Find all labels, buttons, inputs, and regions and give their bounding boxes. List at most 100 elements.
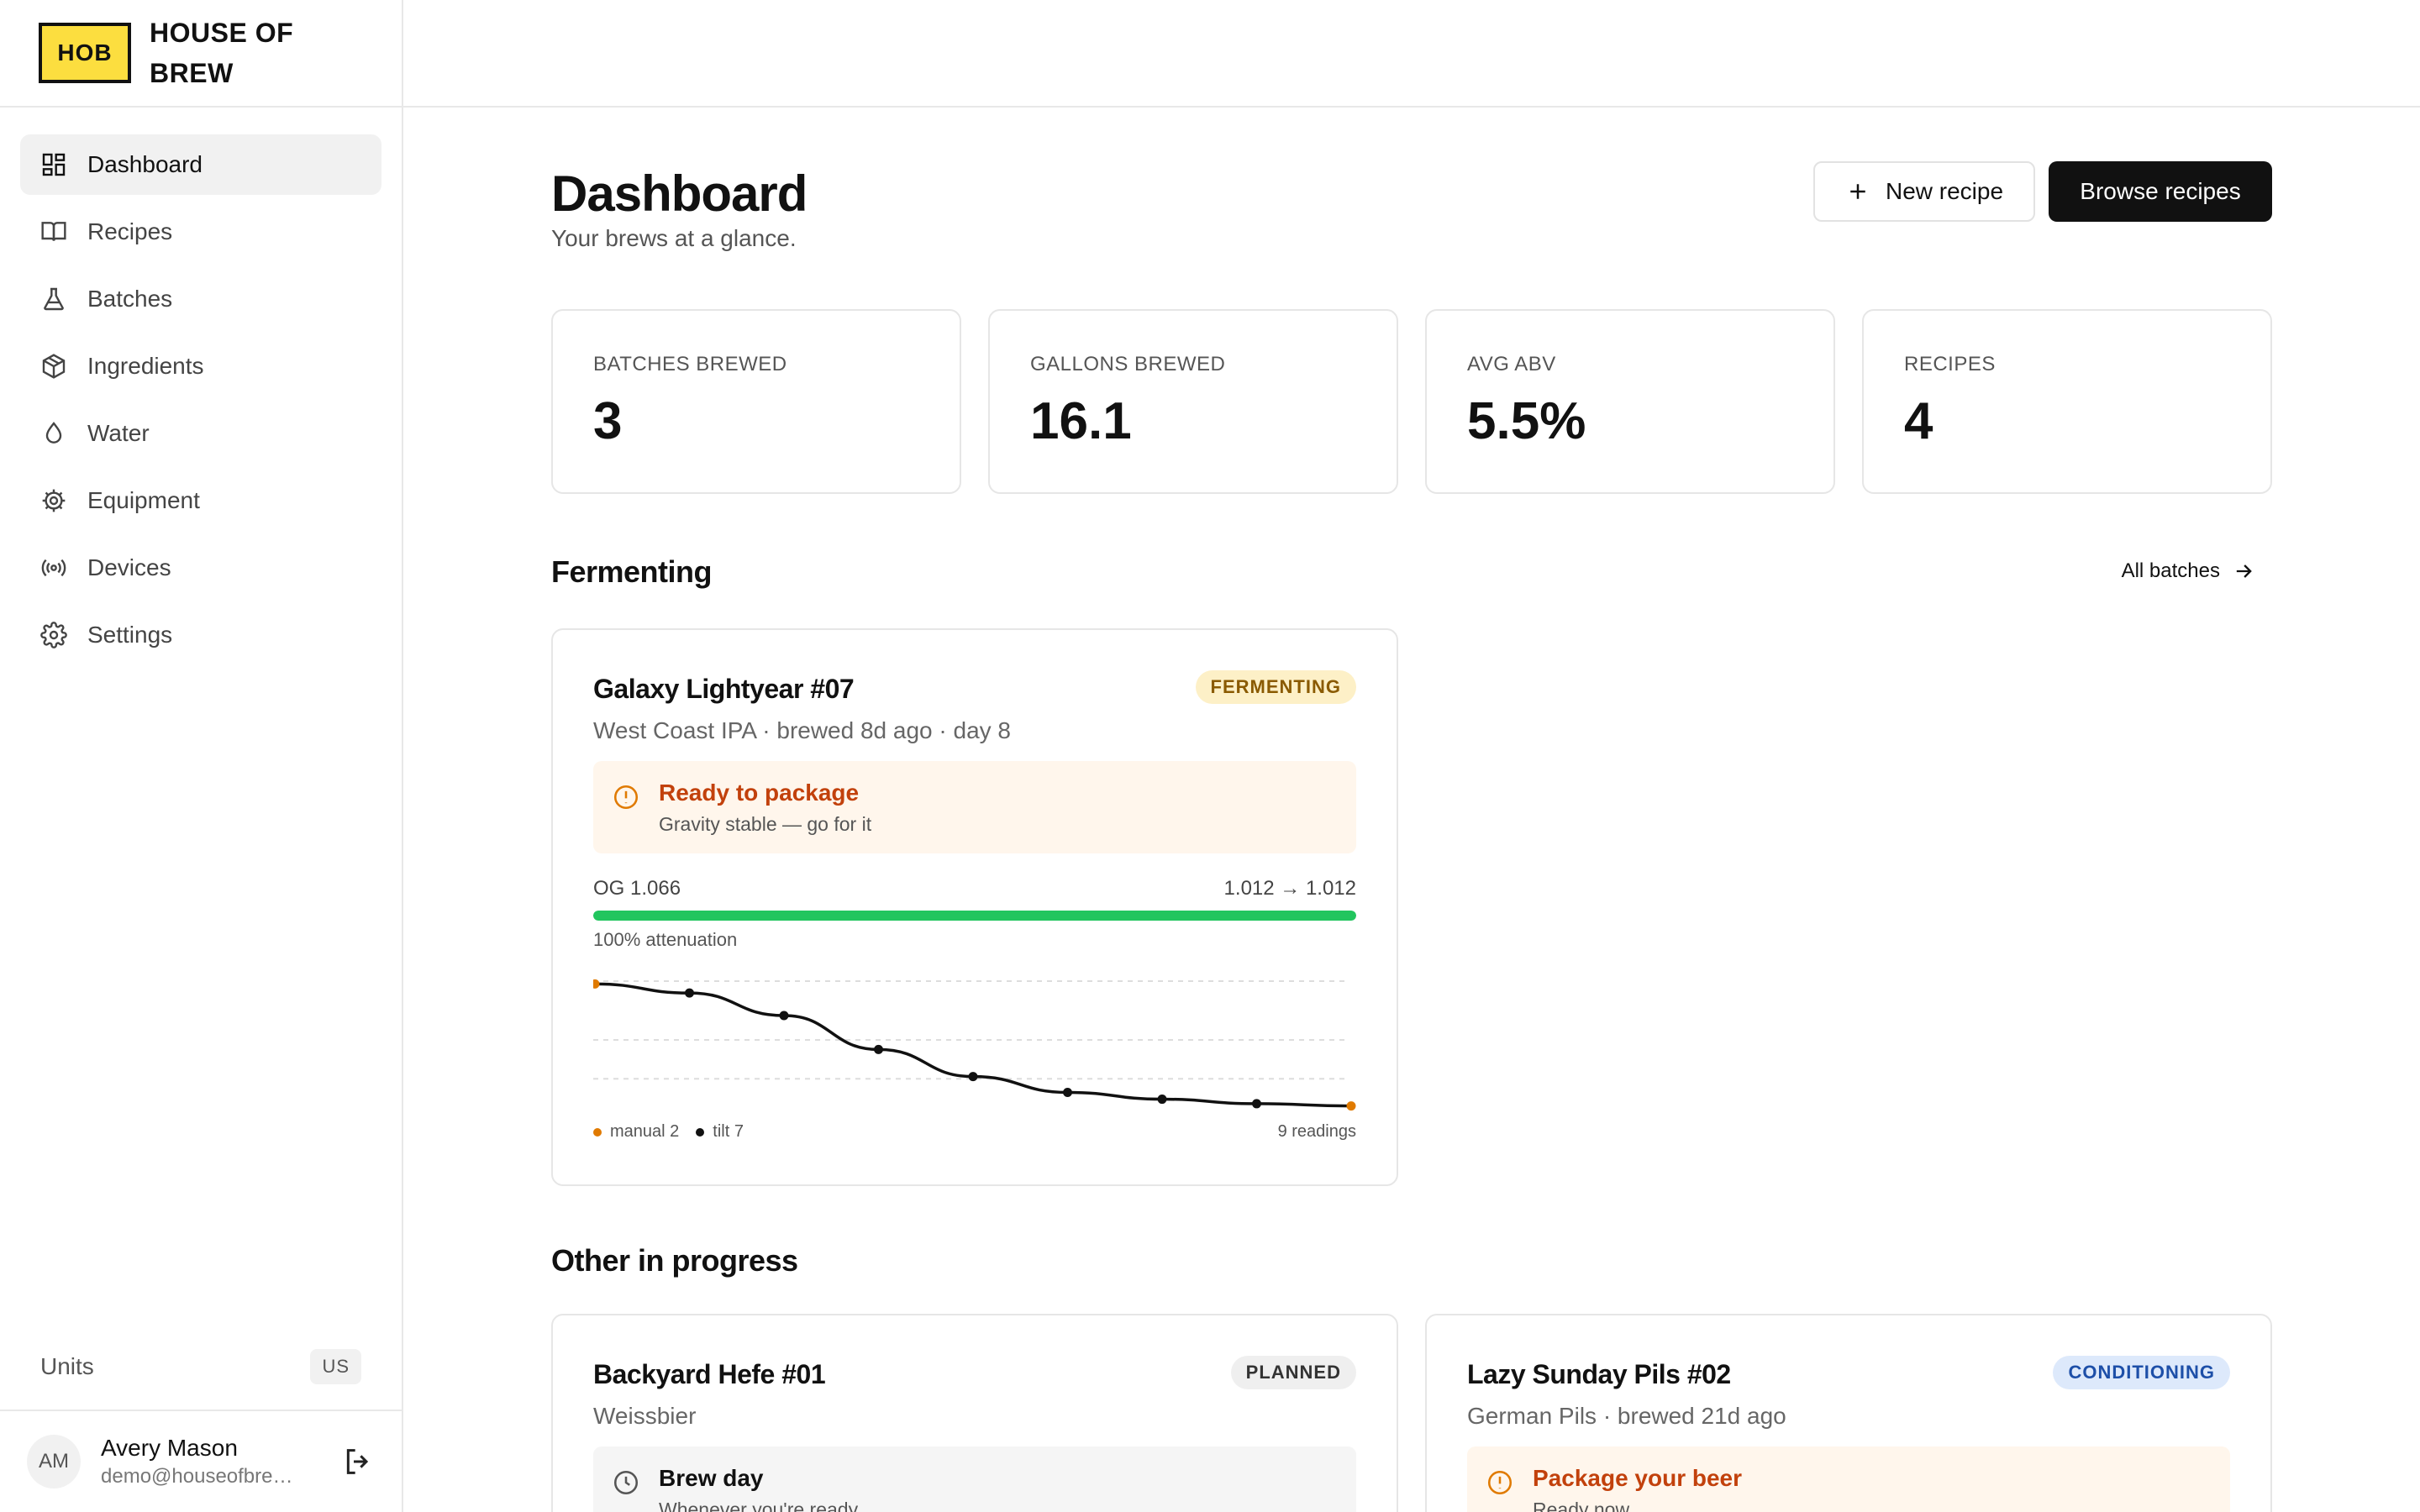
clock-icon xyxy=(613,1470,639,1495)
batch-title[interactable]: Lazy Sunday Pils #02 xyxy=(1467,1359,1731,1389)
legend-tilt-label: tilt 7 xyxy=(713,1122,744,1141)
gravity-change: 1.012 → 1.012 xyxy=(1223,877,1356,900)
legend-tilt: tilt 7 xyxy=(696,1122,744,1142)
batch-card-backyard-hefe[interactable]: Backyard Hefe #01 PLANNED Weissbier Brew… xyxy=(551,1314,1398,1512)
sidebar-item-label: Water xyxy=(87,420,150,446)
new-recipe-button[interactable]: New recipe xyxy=(1813,161,2035,222)
section-title-other: Other in progress xyxy=(551,1243,798,1278)
data-point-tilt[interactable] xyxy=(874,1044,883,1054)
status-badge: CONDITIONING xyxy=(2053,1356,2230,1389)
arrow-right-icon xyxy=(2236,564,2252,578)
brand[interactable]: HOB HOUSE OF BREW xyxy=(0,0,402,108)
data-point-tilt[interactable] xyxy=(1252,1099,1261,1109)
stat-card-abv: AVG ABV 5.5% xyxy=(1425,309,1835,494)
dashboard-icon xyxy=(42,153,66,176)
alert-text: Gravity stable — go for it xyxy=(659,813,872,835)
alert-body: Ready to package Gravity stable — go for… xyxy=(659,780,871,853)
stat-card-gallons: GALLONS BREWED 16.1 xyxy=(988,309,1398,494)
user-email: demo@houseofbrew.app xyxy=(101,1465,294,1488)
main-content: Dashboard Your brews at a glance. New re… xyxy=(551,108,2272,1512)
box-icon xyxy=(42,354,66,379)
gravity-series-line xyxy=(594,982,1352,1108)
alert-title: Brew day xyxy=(659,1465,764,1491)
all-batches-label: All batches xyxy=(2121,559,2220,582)
legend-dot-tilt xyxy=(696,1127,705,1137)
user-name: Avery Mason xyxy=(101,1435,238,1461)
data-point-tilt[interactable] xyxy=(968,1072,978,1082)
ready-to-package-alert[interactable]: Ready to package Gravity stable — go for… xyxy=(593,761,1356,853)
brand-logo[interactable]: HOB xyxy=(39,23,131,83)
sidebar-item-water[interactable]: Water xyxy=(20,403,381,464)
sidebar-item-dashboard[interactable]: Dashboard xyxy=(20,134,381,195)
data-point-tilt[interactable] xyxy=(779,1011,789,1021)
batch-subtitle: Weissbier xyxy=(593,1403,697,1429)
sidebar-item-label: Settings xyxy=(87,622,173,648)
data-point-tilt[interactable] xyxy=(685,988,694,998)
batch-title[interactable]: Backyard Hefe #01 xyxy=(593,1359,826,1389)
units-badge[interactable]: US xyxy=(310,1349,361,1384)
book-icon xyxy=(41,222,66,241)
logout-icon[interactable] xyxy=(341,1445,375,1478)
batch-subtitle: West Coast IPA · brewed 8d ago · day 8 xyxy=(593,717,1011,743)
user-panel: AM Avery Mason demo@houseofbrew.app xyxy=(0,1410,402,1512)
gear-icon xyxy=(40,622,67,648)
data-point-manual[interactable] xyxy=(593,979,600,989)
og-value: OG 1.066 xyxy=(593,877,681,900)
section-title-fermenting: Fermenting xyxy=(551,554,713,589)
stat-card-batches: BATCHES BREWED 3 xyxy=(551,309,961,494)
top-bar xyxy=(403,0,2420,108)
alert-text: Whenever you're ready xyxy=(659,1499,859,1512)
sidebar-item-ingredients[interactable]: Ingredients xyxy=(20,336,381,396)
sidebar-item-label: Ingredients xyxy=(87,353,204,379)
legend-series: manual 2 tilt 7 xyxy=(593,1122,760,1142)
sidebar-item-equipment[interactable]: Equipment xyxy=(20,470,381,531)
browse-recipes-button[interactable]: Browse recipes xyxy=(2049,161,2272,222)
sidebar-item-label: Dashboard xyxy=(87,151,203,177)
page-title: Dashboard xyxy=(551,165,808,222)
batch-title[interactable]: Galaxy Lightyear #07 xyxy=(593,674,855,704)
package-beer-alert[interactable]: Package your beer Ready now xyxy=(1467,1446,2230,1512)
stat-label: RECIPES xyxy=(1904,353,1996,375)
sidebar: HOB HOUSE OF BREW Dashboard Recipes Batc… xyxy=(0,0,403,1512)
data-point-tilt[interactable] xyxy=(1063,1087,1072,1097)
units-label: Units xyxy=(40,1353,94,1379)
alert-body: Package your beer Ready now xyxy=(1533,1465,1742,1512)
alert-title: Package your beer xyxy=(1533,1465,1743,1491)
cog-icon xyxy=(42,489,66,512)
sidebar-item-batches[interactable]: Batches xyxy=(20,269,381,329)
chart-legend: manual 2 tilt 7 9 readings xyxy=(593,1122,1356,1142)
attenuation-text: 100% attenuation xyxy=(593,929,738,950)
stat-value: 16.1 xyxy=(1030,392,1132,450)
all-batches-link[interactable]: All batches xyxy=(2122,559,2255,583)
user-info: Avery Mason demo@houseofbrew.app xyxy=(101,1435,341,1488)
alert-circle-icon xyxy=(613,785,639,810)
data-point-manual[interactable] xyxy=(1346,1101,1356,1111)
plus-icon xyxy=(1850,184,1865,199)
data-point-tilt[interactable] xyxy=(1157,1095,1167,1105)
stats-row: BATCHES BREWED 3 GALLONS BREWED 16.1 AVG… xyxy=(551,309,2272,494)
new-recipe-label: New recipe xyxy=(1885,178,2004,204)
flask-icon xyxy=(44,287,64,311)
page-subtitle: Your brews at a glance. xyxy=(551,225,797,251)
units-setting[interactable]: Units US xyxy=(0,1339,402,1394)
sidebar-nav: Dashboard Recipes Batches Ingredients Wa… xyxy=(0,108,402,665)
sidebar-item-devices[interactable]: Devices xyxy=(20,538,381,598)
batch-card-lazy-sunday-pils[interactable]: Lazy Sunday Pils #02 CONDITIONING German… xyxy=(1425,1314,2272,1512)
stat-label: BATCHES BREWED xyxy=(593,353,787,375)
drop-icon xyxy=(45,422,62,444)
legend-manual-label: manual 2 xyxy=(610,1122,680,1141)
broadcast-icon xyxy=(41,559,66,577)
status-badge: PLANNED xyxy=(1230,1356,1356,1389)
avatar[interactable]: AM xyxy=(27,1435,81,1488)
stat-label: AVG ABV xyxy=(1467,353,1556,375)
attenuation-progress-fill xyxy=(593,911,1356,921)
brand-name[interactable]: HOUSE OF BREW xyxy=(150,18,294,88)
sidebar-item-settings[interactable]: Settings xyxy=(20,605,381,665)
attenuation-progress-bar xyxy=(593,911,1356,921)
brew-day-alert[interactable]: Brew day Whenever you're ready xyxy=(593,1446,1356,1512)
batch-card-galaxy-lightyear[interactable]: Galaxy Lightyear #07 FERMENTING West Coa… xyxy=(551,628,1398,1186)
batch-subtitle: German Pils · brewed 21d ago xyxy=(1467,1403,1786,1429)
sidebar-item-label: Devices xyxy=(87,554,171,580)
status-badge: FERMENTING xyxy=(1195,670,1356,704)
sidebar-item-recipes[interactable]: Recipes xyxy=(20,202,381,262)
